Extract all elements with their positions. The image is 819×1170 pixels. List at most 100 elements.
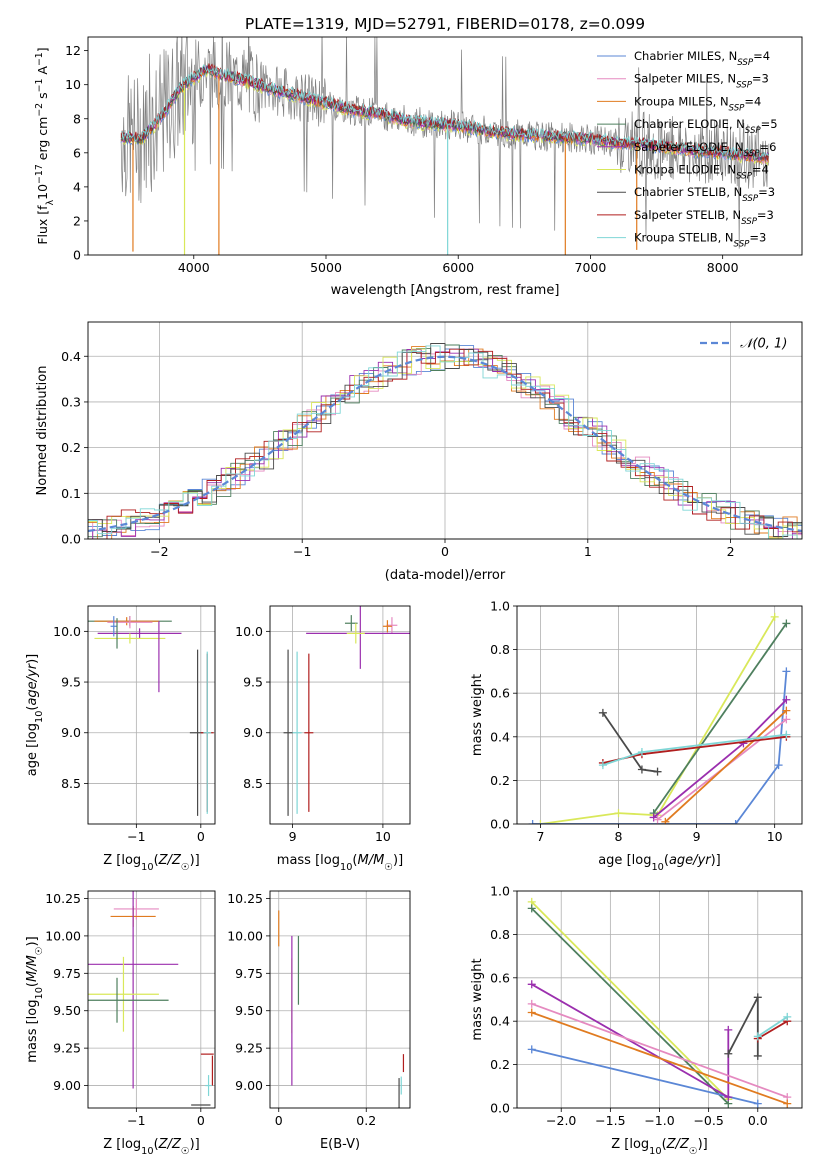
- x-tick-label: 9: [289, 829, 297, 844]
- y-tick-label: 1.0: [490, 884, 510, 899]
- y-tick-label: 9.00: [53, 1078, 81, 1093]
- weight-marker: [782, 695, 791, 704]
- y-tick-label: 0.2: [490, 773, 510, 788]
- weight-marker: [527, 904, 536, 913]
- x-tick-label: 0.2: [356, 1113, 376, 1128]
- weight-marker: [783, 1099, 792, 1108]
- x-axis-label: Z [log10(Z/Z☉)]: [103, 853, 200, 873]
- plot-area: [528, 612, 791, 824]
- normal-curve: [88, 355, 802, 533]
- x-tick-label: 0: [197, 1113, 205, 1128]
- weight-marker: [661, 817, 670, 824]
- x-tick-label: −1: [293, 544, 311, 559]
- weight-marker: [598, 761, 607, 770]
- y-tick-label: 8.5: [243, 776, 263, 791]
- weight-line-kroupa_elodie: [531, 901, 729, 1100]
- plot-area: [527, 897, 792, 1108]
- panel-weight_vs_age: 7 8 9 10 0.0 0.2 0.4 0.6 0.8 1.0 age [log10(age/yr…: [470, 599, 803, 873]
- weight-marker: [527, 1045, 536, 1054]
- y-tick-label: 2: [73, 213, 81, 228]
- y-tick-label: 0.4: [490, 1014, 510, 1029]
- y-tick-label: 10.00: [45, 928, 81, 943]
- panel-spectrum: 4000 5000 6000 7000 8000 0 2 4 6 8 10 12 wavelength …: [34, 36, 803, 298]
- y-tick-label: 0: [73, 248, 81, 263]
- x-tick-label: −1.0: [644, 1113, 674, 1128]
- legend-label: Chabrier STELIB, NSSP=3: [634, 185, 775, 204]
- legend-label: Salpeter STELIB, NSSP=3: [634, 208, 774, 227]
- figure-title: PLATE=1319, MJD=52791, FIBERID=0178, z=0…: [245, 15, 645, 33]
- weight-line-kroupa_miles: [664, 709, 788, 823]
- y-tick-label: 8: [73, 111, 81, 126]
- y-tick-label: 9.75: [235, 966, 263, 981]
- legend-label: Salpeter MILES, NSSP=3: [634, 72, 769, 91]
- weight-marker: [637, 765, 646, 774]
- axes-frame: [87, 36, 803, 256]
- y-tick-label: 10.0: [235, 624, 263, 639]
- legend-label: Salpeter ELODIE, NSSP=6: [634, 140, 776, 159]
- y-tick-label: 10.0: [53, 624, 81, 639]
- x-tick-label: 7000: [575, 260, 607, 275]
- y-tick-label: 0.6: [490, 970, 510, 985]
- panel-mass_vs_Z: −1 0 9.00 9.25 9.50 9.75 10.00 10.25 Z [log10(Z/…: [25, 890, 216, 1157]
- x-tick-label: 10: [767, 829, 783, 844]
- y-tick-label: 0.3: [61, 394, 81, 409]
- y-tick-label: 4: [73, 179, 81, 194]
- weight-marker: [782, 715, 791, 724]
- y-tick-label: 9.5: [61, 675, 81, 690]
- y-tick-label: 0.0: [490, 1101, 510, 1116]
- weight-marker: [753, 1099, 762, 1108]
- y-tick-label: 9.50: [53, 1003, 81, 1018]
- weight-line-chabrier_elodie: [652, 622, 788, 814]
- y-tick-label: 0.4: [61, 349, 81, 364]
- panel-age_vs_Z: −1 0 8.5 9.0 9.5 10.0 Z [log10(Z/Z☉)] age [log1…: [25, 605, 216, 873]
- panel-residuals: −2 −1 0 1 2 0.0 0.1 0.2 0.3 0.4 (data-model)/error…: [35, 321, 803, 583]
- y-tick-label: 9.00: [235, 1078, 263, 1093]
- weight-marker: [753, 993, 762, 1002]
- x-axis-label: wavelength [Angstrom, rest frame]: [331, 283, 560, 298]
- x-tick-label: 4000: [178, 260, 210, 275]
- y-tick-label: 6: [73, 145, 81, 160]
- plot-area: [88, 891, 214, 1106]
- x-axis-label: (data-model)/error: [385, 568, 506, 583]
- y-axis-label: mass [log10(M/M☉)]: [25, 936, 45, 1062]
- x-tick-label: −1.5: [595, 1113, 625, 1128]
- weight-marker: [527, 980, 536, 989]
- weight-marker: [527, 999, 536, 1008]
- legend-label: Kroupa STELIB, NSSP=3: [634, 231, 766, 250]
- x-tick-label: 5000: [310, 260, 342, 275]
- weight-marker: [731, 820, 740, 824]
- x-tick-label: 8: [615, 829, 623, 844]
- axes-frame: [269, 605, 411, 825]
- plot-area: [88, 343, 802, 539]
- legend-label: Kroupa MILES, NSSP=4: [634, 94, 761, 113]
- weight-line-chabrier_miles: [532, 671, 788, 824]
- y-tick-label: 10.25: [45, 891, 81, 906]
- legend-label: Chabrier ELODIE, NSSP=5: [634, 117, 778, 136]
- x-tick-label: −1: [127, 1113, 145, 1128]
- weight-line-salpeter_miles: [531, 1002, 788, 1099]
- x-tick-label: 0: [275, 1113, 283, 1128]
- axes-frame: [269, 890, 411, 1109]
- weight-line-kroupa_miles: [531, 1011, 788, 1105]
- plot-area: [88, 616, 214, 816]
- plot-area: [278, 910, 405, 1108]
- plot-area: [283, 606, 410, 816]
- weight-marker: [782, 619, 791, 628]
- weight-line-salpeter_stelib: [757, 1020, 788, 1040]
- panel-age_vs_mass: 9 10 8.5 9.0 9.5 10.0 mass [log10(M/M☉)]: [235, 605, 411, 873]
- weight-marker: [753, 1032, 762, 1041]
- x-axis-label: age [log10(age/yr)]: [598, 853, 721, 873]
- model-spectrum-kroupa_stelib: [120, 64, 769, 159]
- y-tick-label: 10.00: [227, 928, 263, 943]
- weight-marker: [528, 820, 537, 824]
- y-tick-label: 10.25: [227, 891, 263, 906]
- weight-line-kroupa_stelib: [757, 1016, 788, 1038]
- axes-frame: [87, 605, 216, 825]
- x-axis-label: E(B-V): [320, 1137, 360, 1152]
- weight-marker: [724, 1093, 733, 1102]
- axes-frame: [516, 605, 803, 825]
- y-axis-label: mass weight: [470, 958, 485, 1040]
- y-tick-label: 0.0: [490, 817, 510, 832]
- x-tick-label: −1: [127, 829, 145, 844]
- y-tick-label: 12: [65, 43, 81, 58]
